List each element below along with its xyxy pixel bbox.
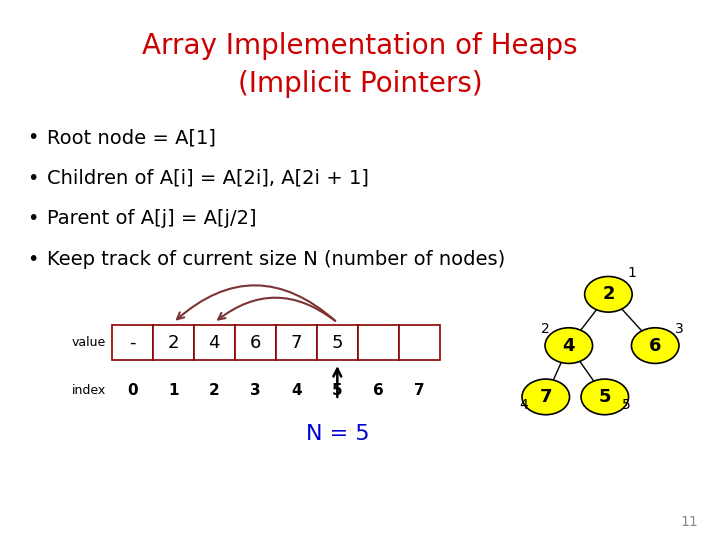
Text: 7: 7 [291,334,302,352]
Bar [153,325,194,361]
Text: •: • [27,249,38,269]
Text: •: • [27,128,38,147]
Bar [399,325,440,361]
Text: -: - [129,334,135,352]
Text: 7: 7 [539,388,552,406]
Text: 7: 7 [414,383,425,397]
Text: 5: 5 [332,334,343,352]
Text: N = 5: N = 5 [305,424,369,444]
Text: Array Implementation of Heaps: Array Implementation of Heaps [142,32,578,60]
Text: 5: 5 [332,383,343,397]
Text: 4: 4 [209,334,220,352]
Text: Children of A[i] = A[2i], A[2i + 1]: Children of A[i] = A[2i], A[2i + 1] [47,168,369,188]
Circle shape [581,379,629,415]
Text: Root node = A[1]: Root node = A[1] [47,128,216,147]
Text: 4: 4 [562,336,575,355]
Text: 4: 4 [520,398,528,412]
Text: •: • [27,209,38,228]
Circle shape [585,276,632,312]
Bar [317,325,358,361]
Bar [358,325,399,361]
Text: 6: 6 [250,334,261,352]
Text: 6: 6 [373,383,384,397]
Text: 1: 1 [168,383,179,397]
Text: 1: 1 [628,266,636,280]
Text: 2: 2 [541,322,549,336]
Text: index: index [71,383,106,397]
Circle shape [522,379,570,415]
Text: 5: 5 [622,398,631,412]
Text: (Implicit Pointers): (Implicit Pointers) [238,70,482,98]
Text: Parent of A[j] = A[j/2]: Parent of A[j] = A[j/2] [47,209,256,228]
Text: •: • [27,168,38,188]
Text: value: value [71,336,106,349]
Text: 2: 2 [209,383,220,397]
Text: 3: 3 [675,322,683,336]
Text: 6: 6 [649,336,662,355]
Text: 3: 3 [250,383,261,397]
Text: 2: 2 [168,334,179,352]
Bar [112,325,153,361]
Text: 2: 2 [602,285,615,303]
Circle shape [545,328,593,363]
Text: 4: 4 [291,383,302,397]
Text: 0: 0 [127,383,138,397]
Circle shape [631,328,679,363]
Bar [194,325,235,361]
Bar [276,325,317,361]
Text: 5: 5 [598,388,611,406]
Bar [235,325,276,361]
Text: 11: 11 [680,515,698,529]
Text: Keep track of current size N (number of nodes): Keep track of current size N (number of … [47,249,505,269]
